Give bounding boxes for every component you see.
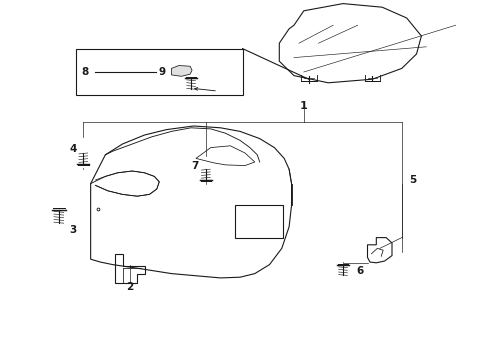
- Text: 1: 1: [300, 101, 308, 111]
- Text: 9: 9: [158, 67, 165, 77]
- Text: 7: 7: [191, 161, 199, 171]
- Text: 4: 4: [70, 144, 77, 154]
- Bar: [76, 49, 243, 95]
- Text: 3: 3: [69, 225, 76, 235]
- Bar: [235, 205, 283, 238]
- Text: 5: 5: [409, 175, 416, 185]
- Text: 2: 2: [126, 282, 133, 292]
- Polygon shape: [172, 66, 192, 76]
- Text: 8: 8: [81, 67, 88, 77]
- Text: 6: 6: [357, 266, 364, 276]
